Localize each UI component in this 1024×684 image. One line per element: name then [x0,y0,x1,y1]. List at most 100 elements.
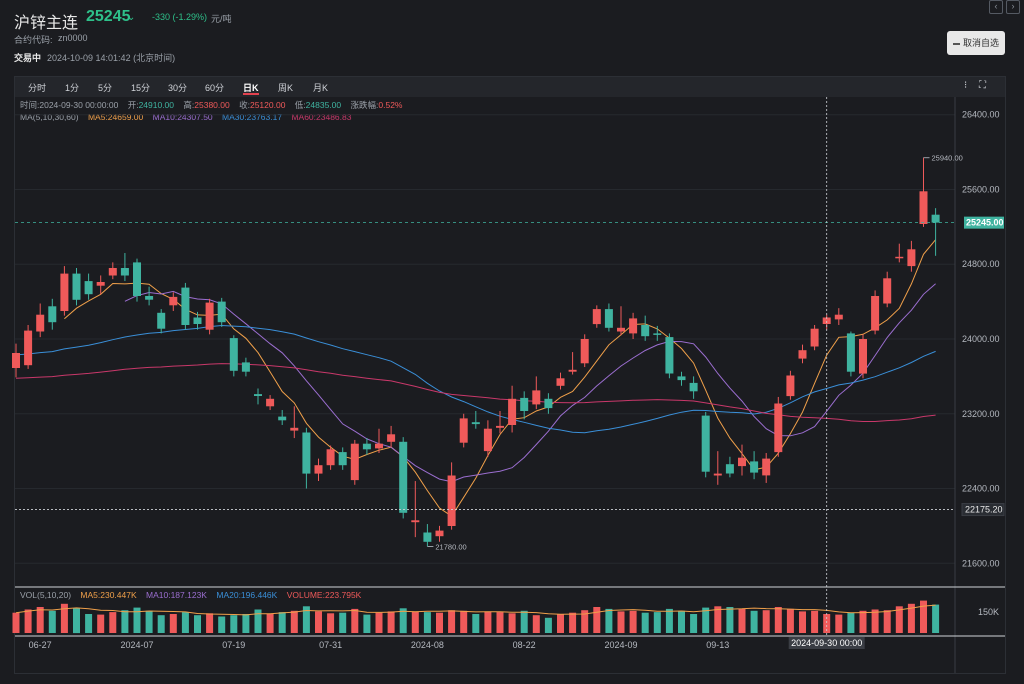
volume-bar [920,600,927,633]
candle-body [665,337,674,374]
last-price: 25245 [86,8,131,25]
candle-body [169,296,178,306]
tab-60min[interactable]: 60分 [205,83,225,93]
volume-bar [508,613,516,633]
candle-body [459,418,468,443]
volume-bar [520,610,528,633]
tab-15min[interactable]: 15分 [131,83,151,93]
volume-bar [472,614,480,633]
candle-body [653,333,662,335]
candle-body [713,473,722,476]
volume-bar [544,617,552,633]
candle-body [399,441,408,513]
vol-current: VOLUME:223.795K [286,590,362,600]
candle-body [96,282,105,286]
contract-code: zn0000 [58,33,88,43]
candle-body [205,302,214,330]
volume-bar [24,609,32,633]
tab-daily[interactable]: 日K [243,83,259,93]
candle-body [725,464,734,474]
candle-body [266,398,275,407]
vol-label: VOL(5,10,20) [20,590,72,600]
candle-body [411,520,420,523]
volume-bar [60,603,68,633]
chevron-down-icon[interactable]: ⌄ [127,12,136,23]
time-value: 2024-09-30 00:00:00 [39,100,119,110]
tab-timeshare[interactable]: 分时 [28,83,47,93]
chevron-left-icon[interactable]: ‹ [989,0,1003,14]
menu-icon[interactable]: ⁝ [964,80,968,91]
volume-bar [230,615,238,633]
pct-value: 0.52% [378,100,403,110]
candle-body [84,281,93,295]
low-label: 低: [294,100,306,110]
price-tick-label: 21600.00 [962,558,1000,568]
minus-icon [952,42,960,45]
fullscreen-icon[interactable]: ⛶ [979,80,986,91]
volume-bar [302,606,310,633]
time-tick-label: 2024-09 [604,640,637,650]
ma30-value: MA30:23763.17 [222,112,283,122]
ma-info: MA(5,10,30,60) MA5:24659.00 MA10:24307.5… [20,112,351,122]
candle-body [290,427,299,431]
volume-bar [387,611,395,633]
volume-bar [218,616,226,633]
candle-body [895,256,904,259]
volume-bar [436,612,443,633]
volume-bar [423,612,431,633]
price-tick-label: 24800.00 [962,259,1000,269]
ma10-line [124,283,936,483]
candle-body [919,191,928,224]
candle-body [568,369,577,372]
volume-bar [73,608,80,634]
chevron-right-icon[interactable]: › [1006,0,1020,14]
volume-bar [532,615,540,633]
volume-bar [278,612,286,633]
price-change: -330 (-1.29%) [152,12,208,22]
candle-body [193,317,202,324]
volume-bar [883,610,891,633]
crosshair-price-badge [961,503,1005,517]
high-value: 25380.00 [194,100,230,110]
time-tick-label: 07-31 [319,640,342,650]
candle-body [907,249,916,267]
candle-body [302,432,311,474]
close-label: 收: [239,100,250,110]
volume-ma-line [15,604,936,616]
candle-body [229,338,238,371]
tab-5min[interactable]: 5分 [98,83,113,93]
candle-body [108,268,117,276]
volume-bar [460,610,468,633]
ohlc-info: 时间:2024-09-30 00:00:00 开:24910.00 高:2538… [20,99,402,111]
volume-bar [871,609,879,633]
volume-bar [726,607,734,633]
price-tick-label: 22400.00 [962,484,1000,494]
ma5-value: MA5:24659.00 [87,112,144,122]
open-label: 开: [127,100,139,110]
time-tick-label: 07-19 [222,640,245,650]
candle-body [483,428,492,452]
volume-bar [823,614,831,633]
tab-weekly[interactable]: 周K [278,83,294,93]
instrument-title: 沪锌主连 [14,15,79,32]
tab-monthly[interactable]: 月K [313,83,329,93]
volume-bar [36,607,44,633]
candle-body [580,339,589,364]
time-tick-label: 2024-07 [120,640,153,650]
volume-bar [351,608,359,633]
volume-bar [617,611,625,633]
remove-favorite-button[interactable]: 取消自选 [947,31,1005,55]
volume-bar [411,611,419,633]
tab-1min[interactable]: 1分 [65,83,80,93]
candle-body [72,273,81,300]
volume-bar [629,610,637,633]
volume-bar [206,613,214,633]
volume-bar [593,607,601,633]
tab-30min[interactable]: 30分 [168,83,188,93]
volume-bar [290,610,298,633]
candle-body [387,434,396,442]
candle-body [12,353,20,368]
candle-body [471,422,480,425]
volume-bar [702,607,710,633]
